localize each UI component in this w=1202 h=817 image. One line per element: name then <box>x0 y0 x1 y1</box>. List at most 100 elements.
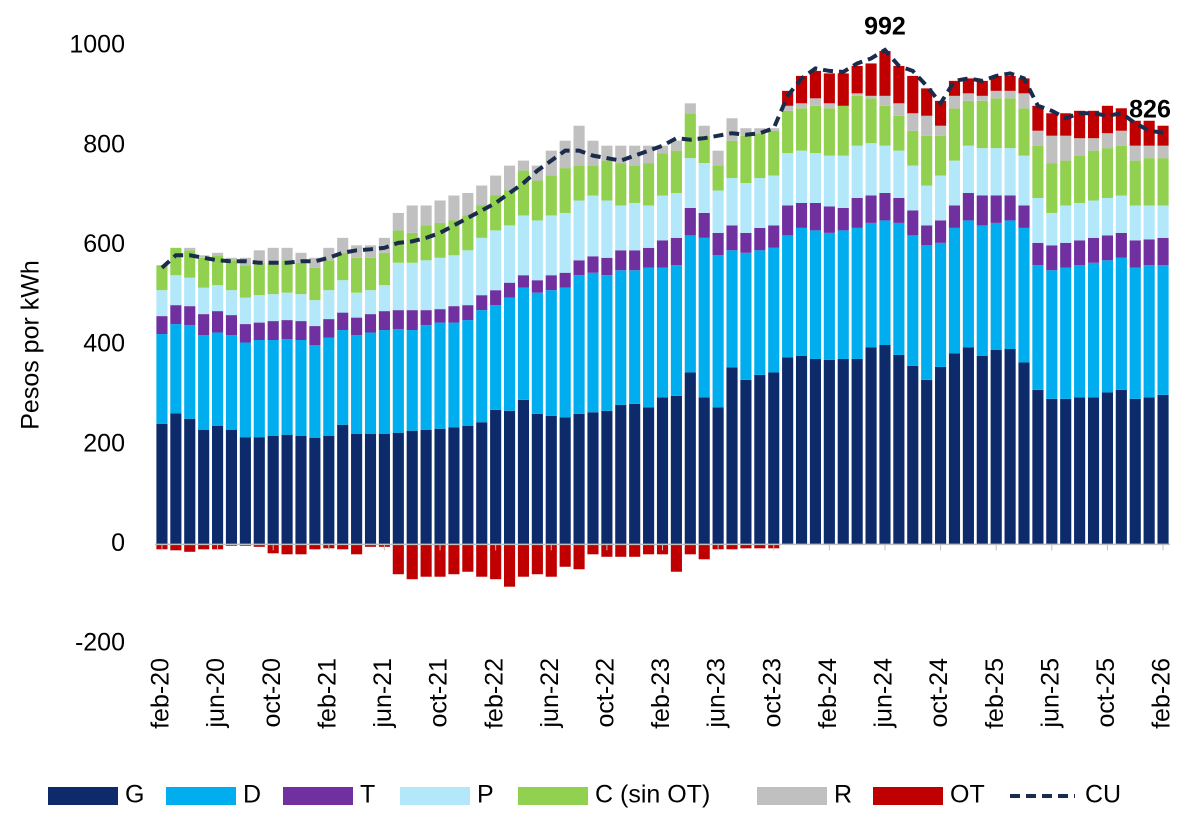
bar-segment <box>378 433 390 545</box>
bar-segment <box>184 418 196 545</box>
bar-segment <box>1060 398 1072 545</box>
bar-segment <box>364 544 377 547</box>
bar-segment <box>392 310 404 330</box>
bar-segment <box>323 435 335 545</box>
bar-segment <box>1143 205 1155 240</box>
bar-segment <box>1046 212 1058 246</box>
bar-segment <box>295 321 307 341</box>
bar-segment <box>907 365 919 545</box>
bar-segment <box>184 544 196 552</box>
bar-segment <box>1004 148 1016 196</box>
bar-segment <box>281 292 293 321</box>
bar-segment <box>948 160 961 206</box>
bar-segment <box>253 340 265 438</box>
bar-segment <box>434 322 446 429</box>
bar-segment <box>1032 389 1044 545</box>
bar-segment <box>684 235 696 373</box>
bar-segment <box>1046 245 1058 271</box>
bar-segment <box>170 247 182 276</box>
bar-segment <box>1129 398 1141 545</box>
bar-segment <box>865 63 877 96</box>
bar-segment <box>462 544 474 572</box>
bar-segment <box>1157 158 1169 206</box>
bar-segment <box>976 100 988 149</box>
bar-segment <box>990 349 1002 545</box>
bar-segment <box>170 275 182 306</box>
bar-segment <box>698 163 710 213</box>
legend-swatch <box>757 787 827 805</box>
bar-segment <box>823 155 835 207</box>
bar-segment <box>392 544 404 575</box>
bar-segment <box>893 115 905 151</box>
bar-segment <box>351 317 363 336</box>
bar-segment <box>823 206 835 233</box>
bar-segment <box>517 287 530 400</box>
bar-segment <box>517 170 530 216</box>
bar-segment <box>1074 397 1086 545</box>
bar-segment <box>629 202 641 251</box>
bar-segment <box>337 330 349 425</box>
bar-segment <box>295 544 307 555</box>
bar-segment <box>795 227 808 356</box>
bar-segment <box>823 103 835 109</box>
bar-segment <box>295 294 307 322</box>
bar-segment <box>351 257 363 293</box>
bar-segment <box>726 118 738 141</box>
bar-segment <box>364 290 377 315</box>
bar-segment <box>990 75 1002 91</box>
bar-segment <box>823 359 835 545</box>
bar-segment <box>962 220 974 348</box>
bar-segment <box>420 325 432 430</box>
bar-segment <box>462 250 474 306</box>
bar-segment <box>587 544 599 555</box>
legend-swatch <box>283 787 353 805</box>
bar-segment <box>921 225 933 246</box>
bar-segment <box>490 305 502 410</box>
bar-segment <box>531 280 543 293</box>
bar-segment <box>768 247 780 373</box>
bar-segment <box>962 193 974 221</box>
bar-segment <box>795 103 808 109</box>
bar-segment <box>809 70 822 99</box>
bar-segment <box>503 165 516 191</box>
bar-segment <box>239 342 251 438</box>
bar-segment <box>337 544 349 550</box>
bar-segment <box>726 544 738 550</box>
bar-segment <box>684 207 696 236</box>
bar-segment <box>1157 394 1169 545</box>
bar-segment <box>643 267 655 408</box>
bar-segment <box>573 275 585 414</box>
bar-segment <box>1060 135 1072 161</box>
bar-segment <box>615 404 627 545</box>
bar-segment <box>462 320 474 426</box>
bar-segment <box>990 98 1002 149</box>
bar-segment <box>1157 125 1169 146</box>
bar-segment <box>545 150 557 176</box>
bar-segment <box>295 252 307 263</box>
bar-segment <box>448 544 460 575</box>
bar-segment <box>281 320 293 340</box>
bar-segment <box>434 544 446 577</box>
bar-segment <box>295 340 307 436</box>
bar-segment <box>1101 260 1113 393</box>
bar-segment <box>907 75 919 114</box>
bar-segment <box>935 135 947 176</box>
bar-segment <box>656 267 669 398</box>
bar-segment <box>851 358 863 545</box>
bar-segment <box>573 165 585 201</box>
bar-segment <box>517 544 530 577</box>
bar-segment <box>643 407 655 545</box>
bar-segment <box>1032 242 1044 266</box>
bar-segment <box>851 145 863 198</box>
bar-segment <box>629 250 641 271</box>
bar-segment <box>670 140 682 151</box>
bar-segment <box>837 207 849 231</box>
bar-segment <box>782 235 794 358</box>
bar-segment <box>795 150 808 203</box>
bar-segment <box>587 195 599 257</box>
bar-segment <box>851 197 863 228</box>
bar-segment <box>629 403 641 545</box>
bar-segment <box>198 314 210 336</box>
bar-segment <box>629 270 641 404</box>
